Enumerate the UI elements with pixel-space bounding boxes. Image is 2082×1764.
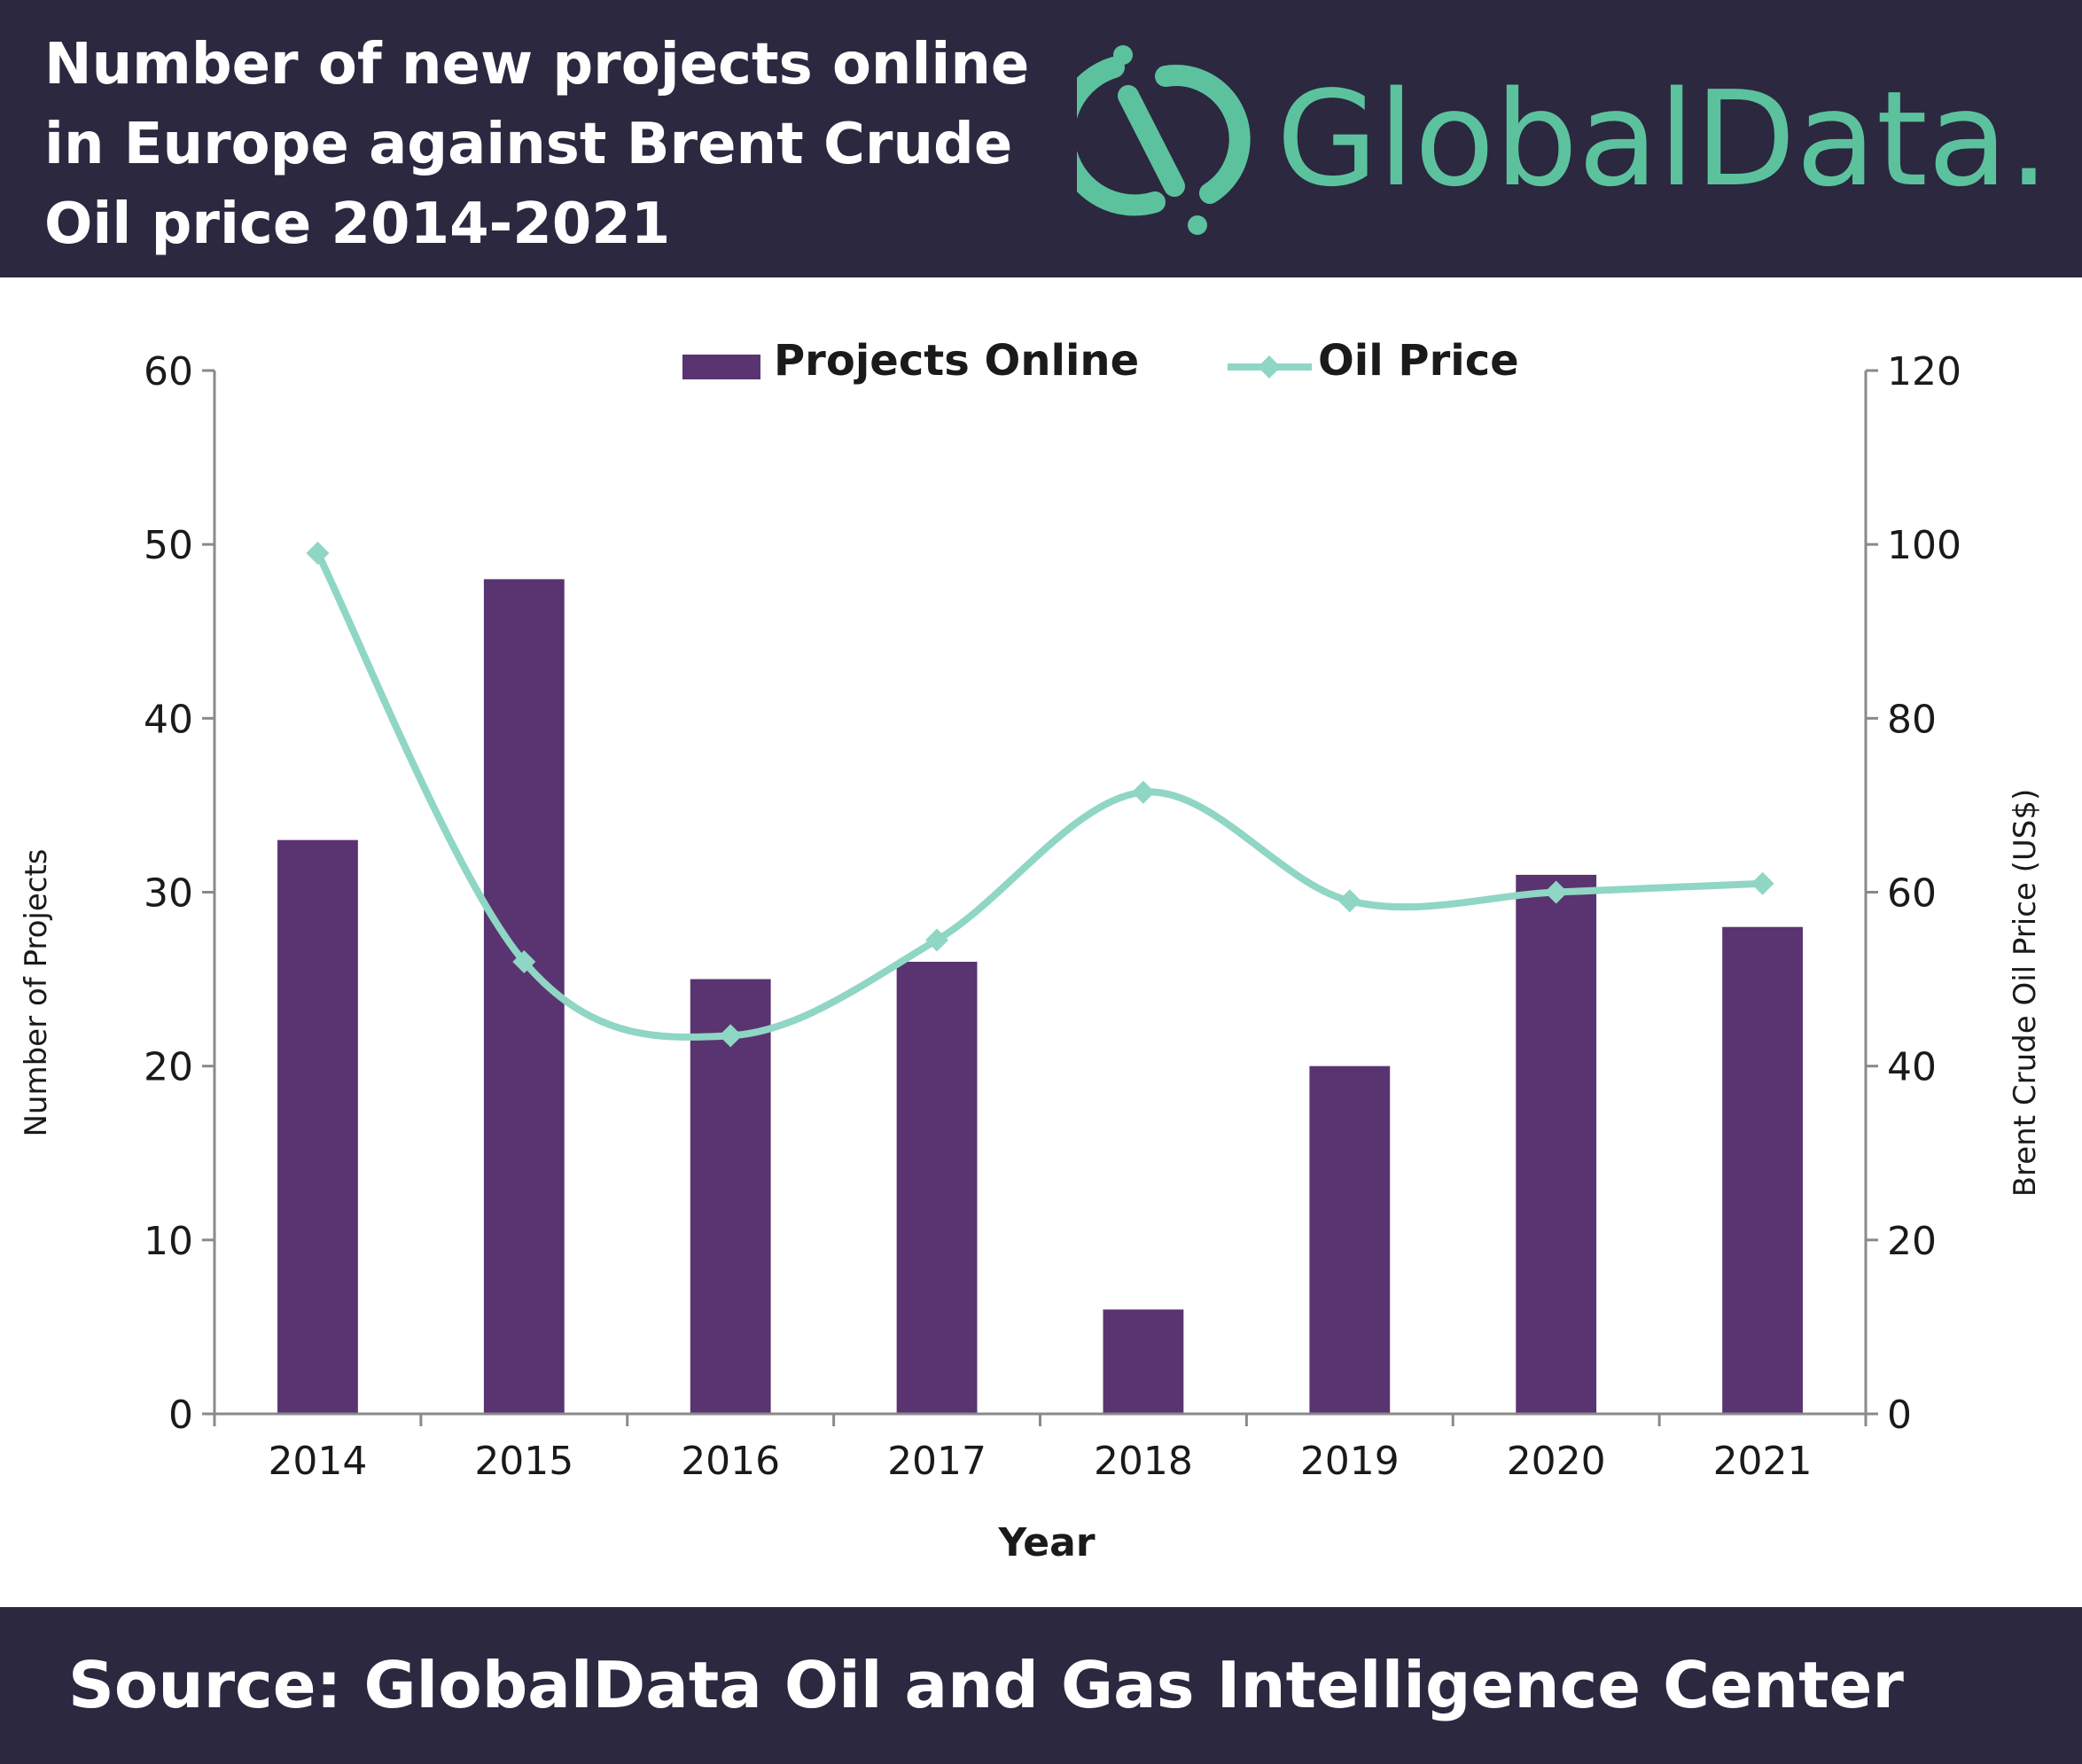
title-line-1: Number of new projects online xyxy=(44,32,1030,98)
x-axis-title: Year xyxy=(997,1520,1095,1565)
bars-layer xyxy=(277,579,1803,1414)
y-tick-label: 60 xyxy=(144,349,193,394)
legend-swatch-projects xyxy=(682,355,760,379)
x-tick-label: 2014 xyxy=(268,1439,367,1484)
y-axis-title: Number of Projects xyxy=(19,848,54,1136)
globaldata-logo: GlobalData. xyxy=(1077,45,2050,235)
x-tick-label: 2018 xyxy=(1094,1439,1193,1484)
x-tick-label: 2016 xyxy=(681,1439,780,1484)
bar-2017 xyxy=(896,961,978,1414)
y2-tick-label: 20 xyxy=(1887,1219,1937,1264)
y-tick-label: 20 xyxy=(144,1045,193,1090)
x-tick-label: 2019 xyxy=(1300,1439,1400,1484)
title-line-3: Oil price 2014-2021 xyxy=(44,191,671,257)
legend-label-projects: Projects Online xyxy=(774,336,1139,386)
oil-price-point-2014 xyxy=(306,541,330,565)
y2-tick-label: 40 xyxy=(1887,1045,1937,1090)
y2-tick-label: 120 xyxy=(1887,349,1961,394)
y2-tick-label: 60 xyxy=(1887,871,1937,917)
oil-price-line xyxy=(314,551,1763,1041)
source-note: Source: GlobalData Oil and Gas Intellige… xyxy=(68,1648,1904,1722)
logo-text: GlobalData. xyxy=(1276,63,2050,215)
oil-price-point-2019 xyxy=(1337,889,1361,913)
logo-dot-top xyxy=(1113,45,1133,65)
chart-area: 0 10 20 30 40 50 60 0 20 40 60 80 100 120 2014 2015 2016… xyxy=(19,336,2043,1565)
footer-banner: Source: GlobalData Oil and Gas Intellige… xyxy=(0,1607,2082,1764)
bar-2019 xyxy=(1309,1065,1391,1414)
logo-dot-bottom xyxy=(1188,215,1207,235)
axes-layer: 0 10 20 30 40 50 60 0 20 40 60 80 100 120 2014 2015 2016… xyxy=(144,349,1961,1484)
x-tick-label: 2015 xyxy=(474,1439,573,1484)
chart-title: Number of new projects online in Europe … xyxy=(44,25,1055,264)
bar-2015 xyxy=(483,579,565,1414)
y-tick-label: 30 xyxy=(144,871,193,917)
oil-price-point-2015 xyxy=(512,949,536,973)
globaldata-logo-icon xyxy=(1077,57,1251,216)
oil-price-line-layer xyxy=(306,541,1774,1048)
legend: Projects Online Oil Price xyxy=(682,336,1519,386)
bar-2014 xyxy=(277,839,358,1414)
bar-2016 xyxy=(690,979,771,1414)
x-tick-label: 2021 xyxy=(1713,1439,1813,1484)
y2-tick-label: 80 xyxy=(1887,697,1937,742)
y-tick-label: 0 xyxy=(168,1393,193,1438)
x-tick-label: 2020 xyxy=(1507,1439,1606,1484)
oil-price-point-2018 xyxy=(1131,780,1155,804)
bar-2018 xyxy=(1103,1309,1184,1414)
y2-tick-label: 0 xyxy=(1887,1393,1912,1438)
y2-axis-title: Brent Crude Oil Price (US$) xyxy=(2008,789,2043,1198)
title-line-2: in Europe against Brent Crude xyxy=(44,112,1013,177)
bar-2020 xyxy=(1516,874,1597,1414)
oil-price-point-2020 xyxy=(1544,880,1568,904)
oil-price-point-2021 xyxy=(1751,871,1774,895)
y-tick-label: 40 xyxy=(144,697,193,742)
legend-marker-oil-price xyxy=(1258,355,1281,379)
y2-tick-label: 100 xyxy=(1887,523,1961,568)
legend-label-oil-price: Oil Price xyxy=(1318,336,1519,386)
bar-2021 xyxy=(1722,926,1803,1414)
y-tick-label: 10 xyxy=(144,1219,193,1264)
x-tick-label: 2017 xyxy=(887,1439,986,1484)
y-tick-label: 50 xyxy=(144,523,193,568)
oil-price-point-2016 xyxy=(719,1024,743,1048)
oil-price-point-2017 xyxy=(925,928,949,952)
header-banner: Number of new projects online in Europe … xyxy=(0,0,2082,277)
